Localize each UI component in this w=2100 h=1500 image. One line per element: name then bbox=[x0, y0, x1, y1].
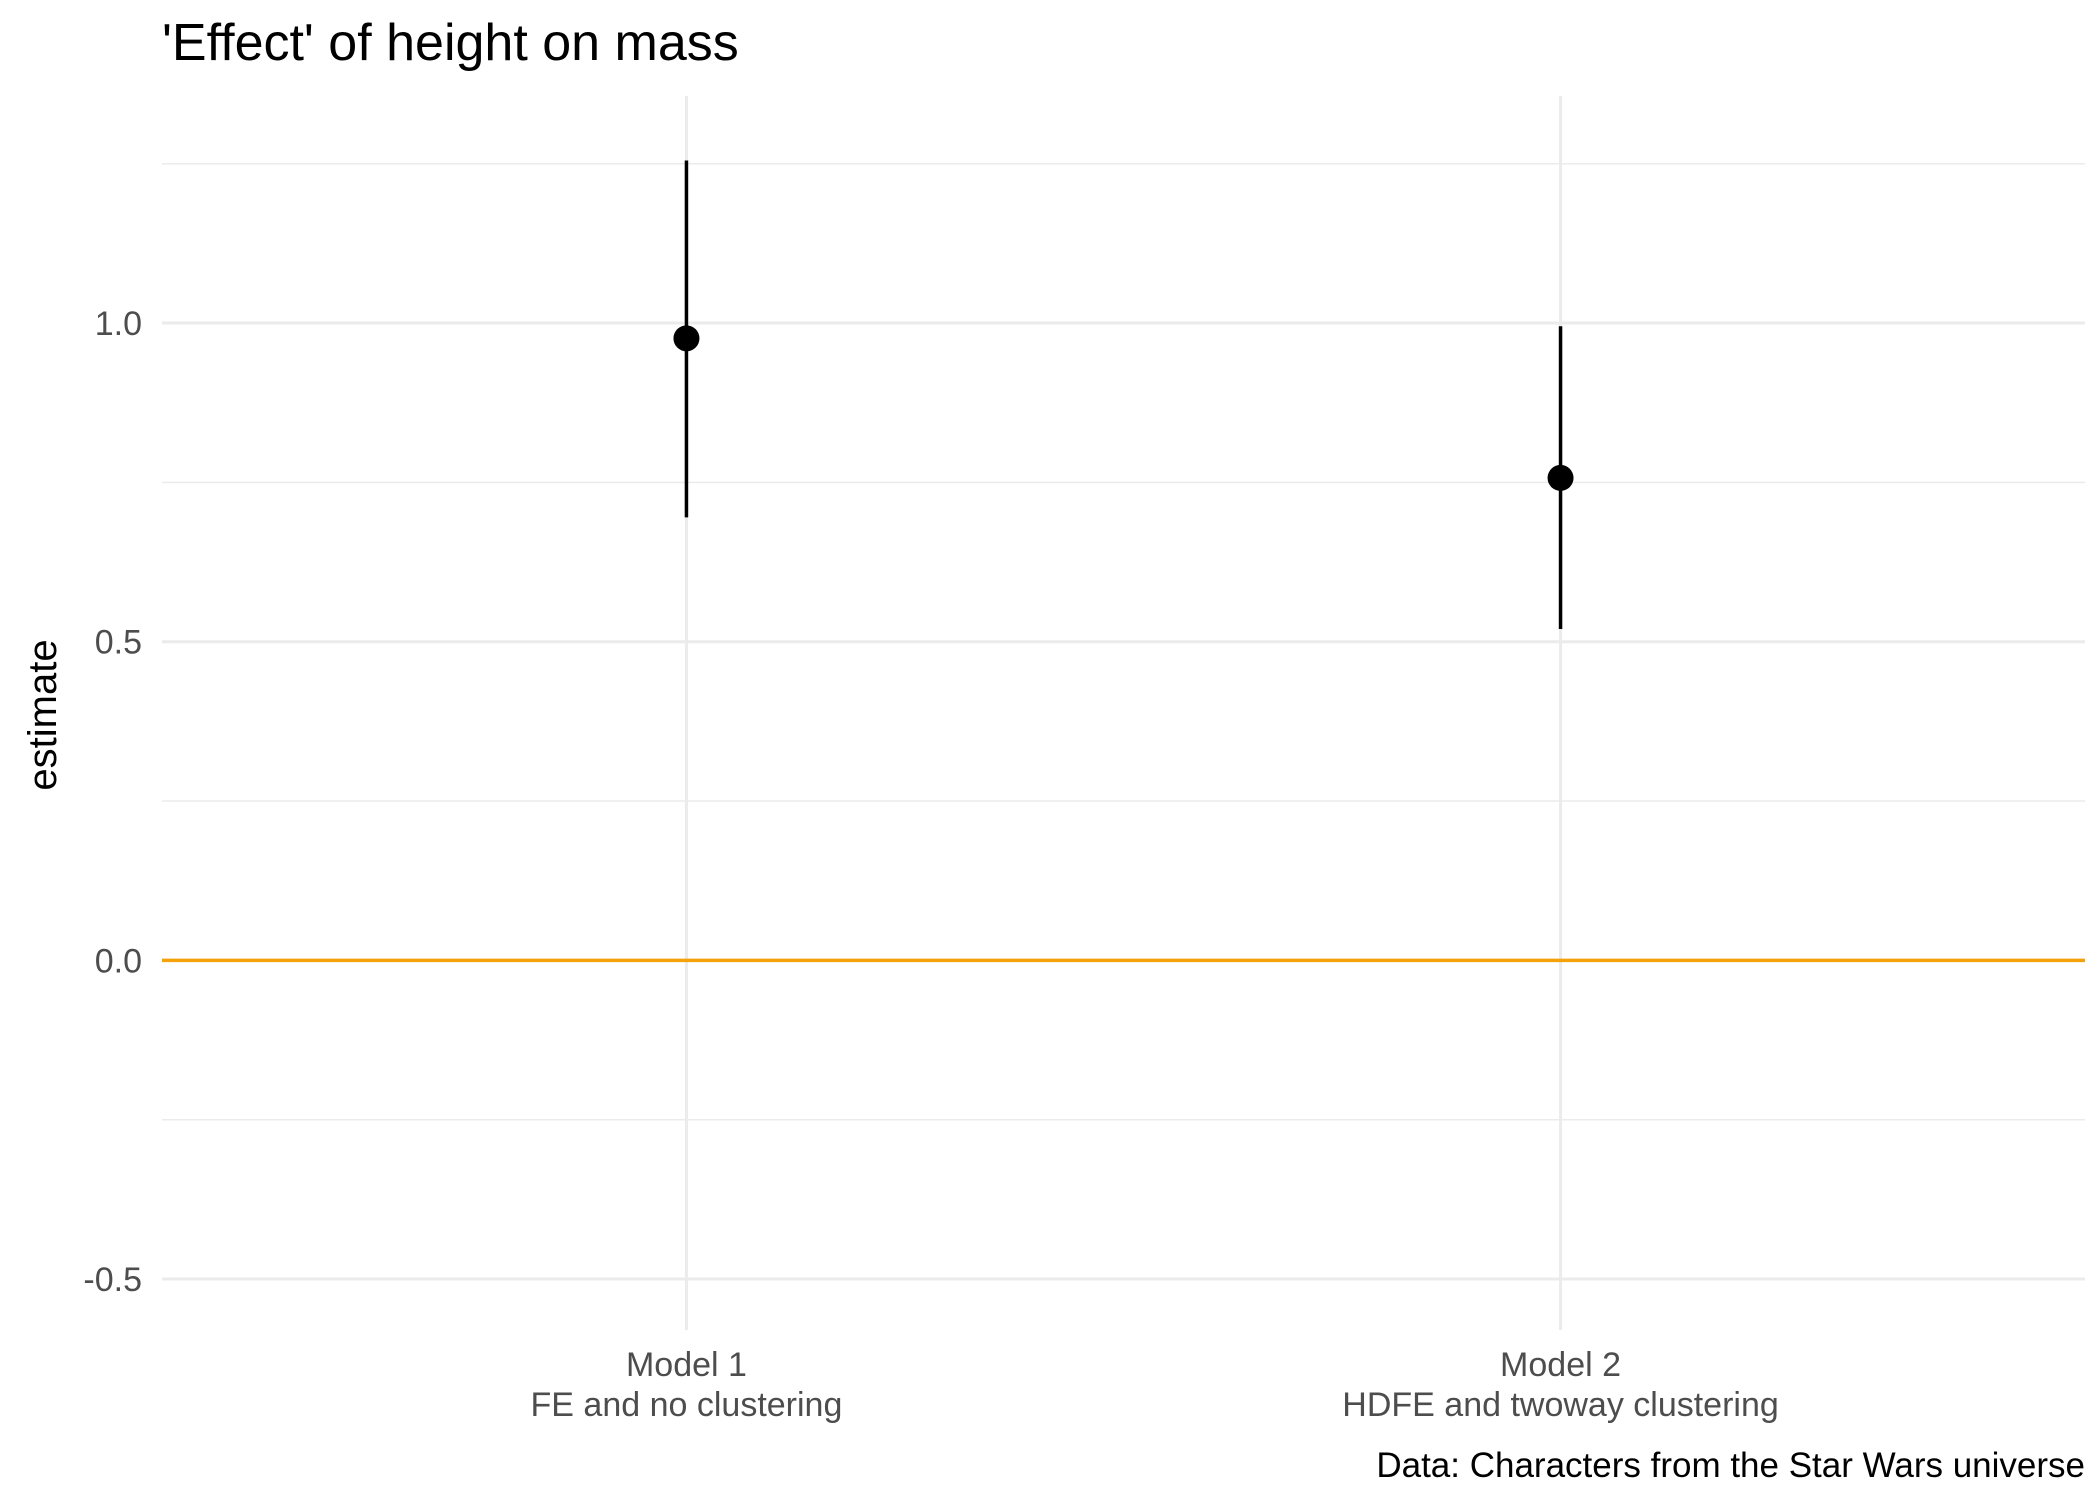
y-tick-label: 1.0 bbox=[95, 305, 142, 343]
estimate-point bbox=[1547, 464, 1574, 491]
y-tick-label: -0.5 bbox=[83, 1261, 142, 1299]
y-tick-label: 0.5 bbox=[95, 624, 142, 662]
estimate-point bbox=[673, 325, 700, 352]
y-axis-title: estimate bbox=[21, 639, 65, 790]
x-tick-label-model: Model 1 bbox=[626, 1346, 747, 1384]
labels-layer: -0.5 0.0 0.5 1.0 Model 1FE and no clustering… bbox=[83, 305, 1778, 1424]
y-tick-label: 0.0 bbox=[95, 942, 142, 980]
x-tick-label-description: HDFE and twoway clustering bbox=[1342, 1386, 1779, 1424]
x-tick-label-model: Model 2 bbox=[1500, 1346, 1621, 1384]
chart-caption: Data: Characters from the Star Wars univ… bbox=[1376, 1446, 2085, 1485]
x-tick-label-description: FE and no clustering bbox=[531, 1386, 843, 1424]
grid-layer bbox=[162, 96, 2085, 1330]
marks-layer bbox=[673, 160, 1574, 629]
chart-title: 'Effect' of height on mass bbox=[162, 14, 739, 72]
